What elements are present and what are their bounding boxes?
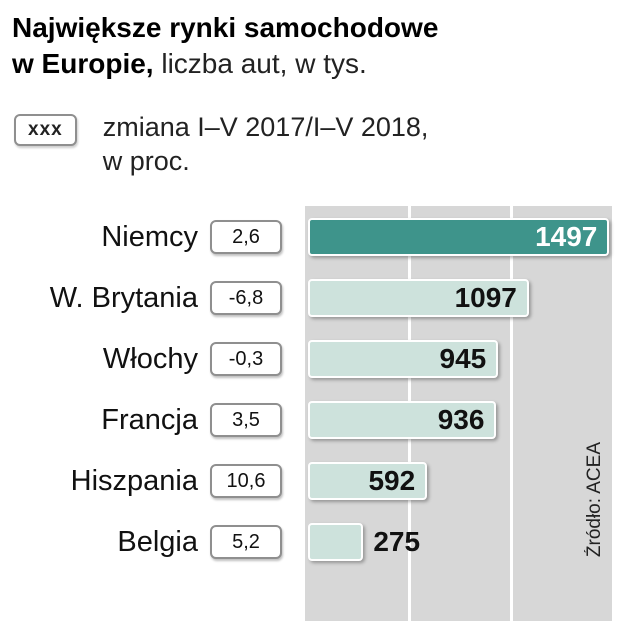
gridline (509, 206, 513, 622)
value-bar-w-brytania: 1097 (308, 279, 529, 318)
change-value: -6,8 (228, 286, 264, 309)
change-badge: 5,2 (210, 525, 282, 560)
value-bar-hiszpania: 592 (308, 462, 428, 501)
change-value: 3,5 (232, 408, 260, 431)
value-bar-wlochy: 945 (308, 340, 499, 379)
chart-row: Niemcy 2,6 1497 (0, 218, 619, 257)
country-label: W. Brytania (49, 281, 198, 314)
country-label: Belgia (117, 525, 198, 558)
bar-value-label: 1497 (535, 221, 598, 253)
country-label: Hiszpania (70, 464, 198, 497)
change-badge: 2,6 (210, 220, 282, 255)
bar-value-label: 945 (439, 343, 487, 375)
legend: xxx zmiana I–V 2017/I–V 2018, w proc. (0, 83, 619, 179)
change-badge: -6,8 (210, 281, 282, 316)
country-label: Niemcy (101, 220, 198, 253)
chart-header: Największe rynki samochodowe w Europie, … (0, 0, 619, 83)
chart-row: W. Brytania -6,8 1097 (0, 279, 619, 318)
value-bar-belgia: 275 (308, 523, 420, 562)
page-title-line1: Największe rynki samochodowe (12, 12, 439, 43)
chart-row: Hiszpania 10,6 592 (0, 462, 619, 501)
country-label: Włochy (102, 342, 198, 375)
change-value: 5,2 (232, 530, 260, 553)
change-value: 10,6 (226, 469, 266, 492)
change-value: -0,3 (228, 347, 264, 370)
bar-zone: 592 (308, 462, 610, 501)
chart-rows: Niemcy 2,6 1497 W. Brytania -6,8 1097 Wł… (0, 218, 619, 562)
bar-zone: 936 (308, 401, 610, 440)
page-subtitle: liczba aut, w tys. (153, 48, 367, 80)
change-value: 2,6 (232, 225, 260, 248)
chart-row: Belgia 5,2 275 (0, 523, 619, 562)
country-label: Francja (101, 403, 198, 436)
bar-zone: 945 (308, 340, 610, 379)
value-bar-francja: 936 (308, 401, 497, 440)
bar-zone: 1097 (308, 279, 610, 318)
change-badge: 10,6 (210, 464, 282, 499)
change-badge: 3,5 (210, 403, 282, 438)
page-title-line2: w Europie, liczba aut, w tys. (12, 46, 607, 82)
bar-zone: 1497 (308, 218, 610, 257)
bar-value-label: 1097 (454, 282, 517, 314)
chart-row: Francja 3,5 936 (0, 401, 619, 440)
legend-text: zmiana I–V 2017/I–V 2018, w proc. (103, 111, 429, 179)
value-bar-niemcy: 1497 (308, 218, 610, 257)
page-title-bold: w Europie, (12, 48, 154, 80)
change-badge: -0,3 (210, 342, 282, 377)
bar-zone: 275 (308, 523, 610, 562)
bar-value-label: 592 (368, 465, 416, 497)
legend-text-line1: zmiana I–V 2017/I–V 2018, (102, 111, 429, 142)
legend-text-line2: w proc. (102, 145, 190, 176)
bar-value-label: 936 (437, 404, 485, 436)
legend-sample-box: xxx (14, 113, 77, 146)
bar-chart: Źródło: ACEA Niemcy 2,6 1497 W. Brytania… (0, 206, 619, 622)
chart-row: Włochy -0,3 945 (0, 340, 619, 379)
bar-value-label: 275 (373, 526, 421, 558)
